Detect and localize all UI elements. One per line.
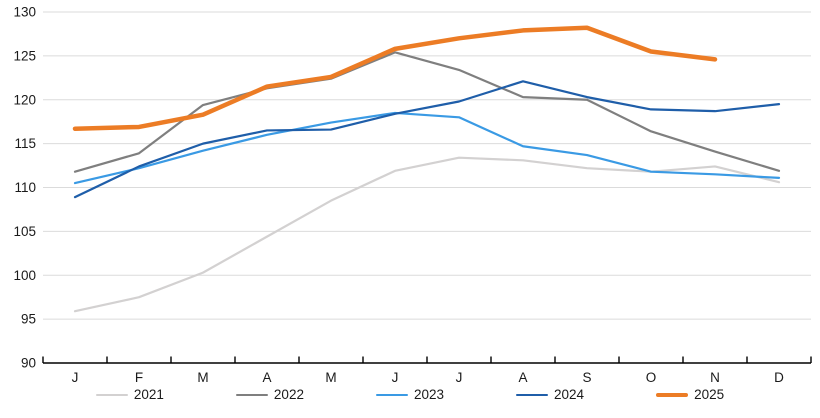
legend-item-2021: 2021 xyxy=(95,387,164,402)
x-axis-label: J xyxy=(456,370,463,385)
x-axis-label: M xyxy=(325,370,336,385)
legend-label: 2024 xyxy=(554,387,585,402)
x-axis-label: J xyxy=(392,370,399,385)
y-axis-label: 90 xyxy=(21,356,36,371)
y-axis-label: 130 xyxy=(13,5,36,20)
legend-item-2023: 2023 xyxy=(375,387,445,402)
y-axis-label: 115 xyxy=(14,136,36,151)
series-line-2021 xyxy=(73,156,781,313)
x-axis-label: F xyxy=(135,370,143,385)
x-axis-label: M xyxy=(197,370,208,385)
x-axis-label: N xyxy=(710,370,720,385)
legend-item-2025: 2025 xyxy=(656,388,724,402)
legend-swatch-2022 xyxy=(235,393,268,396)
legend-item-2022: 2022 xyxy=(235,387,304,402)
legend-swatch-2025 xyxy=(656,392,689,397)
y-axis-label: 120 xyxy=(13,92,36,107)
series-line-2023 xyxy=(73,111,781,185)
series-line-2024 xyxy=(73,80,781,199)
legend-swatch-2021 xyxy=(95,393,128,396)
legend-label: 2021 xyxy=(133,387,164,402)
y-axis-label: 95 xyxy=(21,312,36,327)
x-axis-label: J xyxy=(72,370,79,385)
y-axis-label: 110 xyxy=(14,180,36,195)
legend-label: 2025 xyxy=(694,387,725,402)
x-axis-label: A xyxy=(518,370,527,385)
legend-label: 2023 xyxy=(413,387,445,402)
x-axis-label: S xyxy=(582,370,591,385)
x-axis-label: O xyxy=(646,370,657,385)
y-axis-label: 125 xyxy=(13,48,36,63)
legend-swatch-2023 xyxy=(375,393,408,396)
legend-label: 2022 xyxy=(273,387,304,402)
y-axis-label: 105 xyxy=(13,224,36,239)
x-axis-label: A xyxy=(262,370,271,385)
series-line-2025 xyxy=(72,25,718,131)
series-line-2022 xyxy=(73,51,781,173)
legend-swatch-2024 xyxy=(516,393,549,396)
x-axis-label: D xyxy=(774,370,784,385)
chart-legend: 2021 2022 2023 2024 2025 xyxy=(0,388,820,402)
legend-item-2024: 2024 xyxy=(516,388,584,402)
y-axis-label: 100 xyxy=(13,268,36,283)
